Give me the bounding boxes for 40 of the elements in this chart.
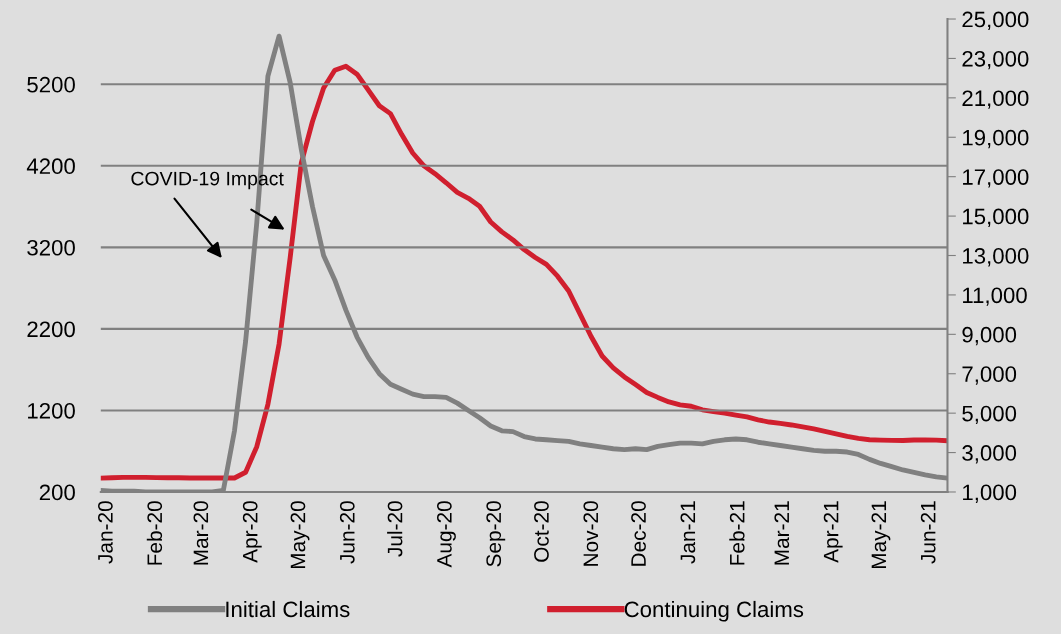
x-tick-label: Jan-21 [680, 501, 696, 564]
x-tick-label: Dec-20 [631, 501, 646, 566]
y2-tick-label: 25,000 [962, 11, 1029, 30]
legend-label: Continuing Claims [624, 600, 804, 622]
x-tick-label: Feb-21 [729, 501, 745, 565]
y2-tick-label: 21,000 [962, 90, 1029, 109]
y2-tick-label: 17,000 [963, 169, 1029, 188]
y2-tick-label: 13,000 [963, 248, 1029, 267]
x-tick-label: May-20 [290, 501, 310, 569]
y2-tick-label: 23,000 [962, 50, 1029, 70]
y-tick-label: 5200 [27, 76, 75, 93]
y2-tick-label: 11,000 [963, 287, 1027, 306]
x-tick-label: Apr-21 [823, 501, 843, 563]
x-tick-label: Apr-20 [242, 501, 262, 563]
x-tick-label: Mar-20 [193, 501, 209, 565]
x-tick-label: Aug-20 [436, 501, 456, 568]
x-tick-label: Jun-20 [339, 501, 355, 564]
x-tick-label: Jun-21 [920, 501, 936, 564]
y-tick-label: 1200 [28, 402, 75, 419]
y-tick-label: 3200 [27, 239, 75, 256]
y-tick-label: 4200 [26, 158, 75, 175]
y2-tick-label: 5,000 [962, 405, 1017, 425]
annotation: COVID-19 Impact [131, 171, 284, 190]
legend-label: Initial Claims [226, 600, 350, 618]
y2-tick-label: 19,000 [963, 129, 1029, 149]
x-tick-label: Nov-20 [583, 501, 599, 566]
y-tick-label: 2200 [27, 321, 75, 338]
y2-tick-label: 3,000 [962, 445, 1017, 464]
x-tick-label: Feb-20 [146, 501, 163, 565]
y2-tick-label: 1,000 [963, 484, 1017, 503]
x-tick-label: Oct-20 [534, 501, 549, 562]
y-tick-label: 200 [39, 484, 75, 501]
x-tick-label: Sep-20 [486, 501, 506, 567]
x-tick-label: May-21 [871, 501, 891, 569]
y2-tick-label: 9,000 [962, 326, 1017, 346]
y2-tick-label: 7,000 [962, 366, 1017, 385]
x-tick-label: Jan-20 [98, 501, 113, 564]
x-tick-label: Jul-20 [387, 501, 403, 557]
y2-tick-label: 15,000 [963, 208, 1029, 227]
x-tick-label: Mar-21 [774, 501, 790, 565]
